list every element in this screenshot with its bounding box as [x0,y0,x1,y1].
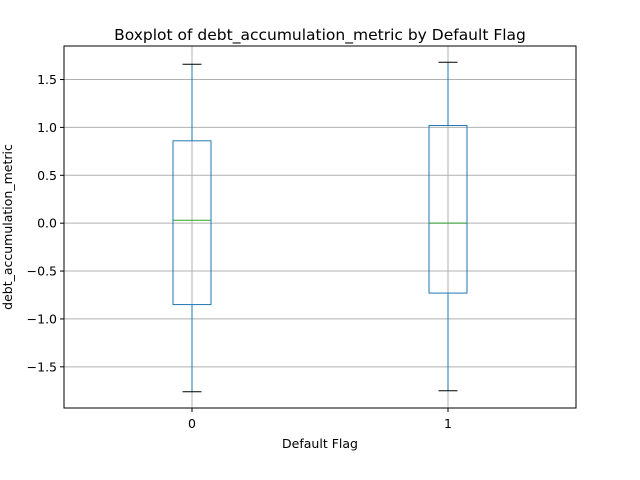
y-axis: −1.5 −1.0 −0.5 0.0 0.5 1.0 1.5 [27,72,64,374]
y-tick-label: −1.0 [27,311,57,326]
chart-title: Boxplot of debt_accumulation_metric by D… [114,26,526,45]
y-tick-label: 1.0 [37,120,57,135]
plot-area-frame [63,45,577,409]
x-tick-label: 0 [188,416,196,431]
grid-lines [64,46,576,408]
y-tick-label: 0.5 [37,168,57,183]
box-iqr [172,140,212,306]
box-group [172,61,468,393]
box-0 [172,63,212,393]
x-axis-label: Default Flag [282,436,358,451]
box-1 [428,61,468,392]
y-tick-label: 1.5 [37,72,57,87]
box-iqr [428,124,468,294]
x-tick-label: 1 [444,416,452,431]
y-axis-label: debt_accumulation_metric [0,144,15,310]
y-tick-label: 0.0 [37,216,57,231]
y-tick-label: −0.5 [27,264,57,279]
y-tick-label: −1.5 [27,359,57,374]
